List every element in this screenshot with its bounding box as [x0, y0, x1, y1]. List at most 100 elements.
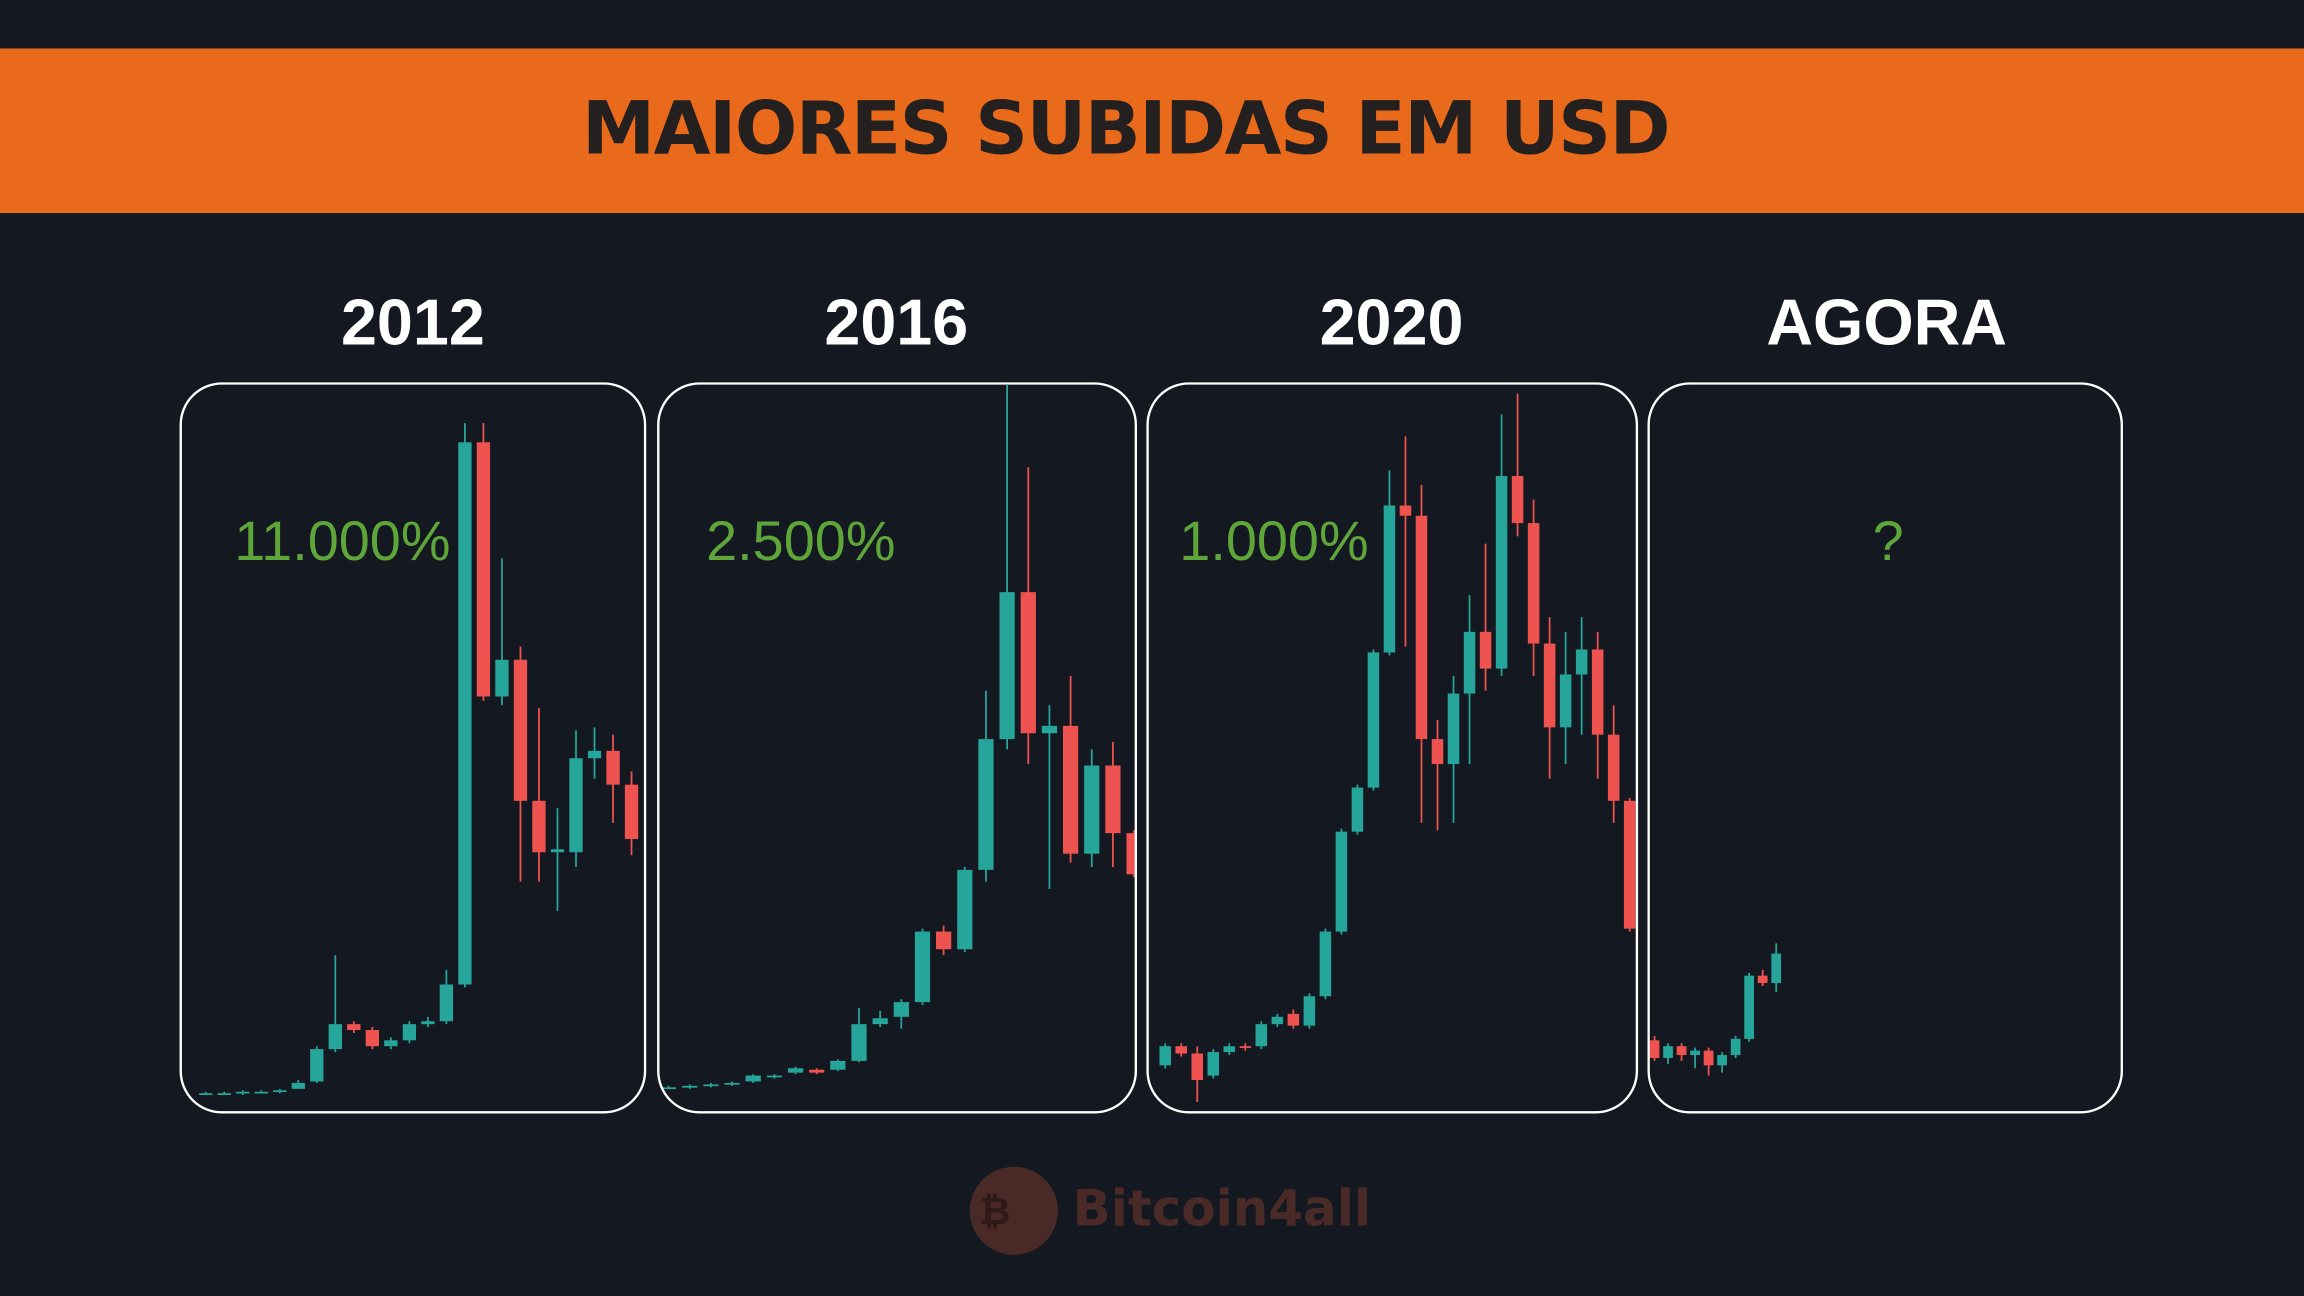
panel-title: AGORA [1766, 286, 2007, 359]
candle-body [273, 1090, 287, 1093]
candle-body [1575, 649, 1588, 675]
candle-body [978, 739, 994, 870]
candle-body [495, 659, 509, 697]
candle-body [476, 442, 491, 697]
candle-body [1126, 833, 1136, 875]
candle-body [1287, 1013, 1300, 1026]
candle-body [513, 659, 528, 801]
candle-body [1020, 592, 1036, 734]
candle-body [1495, 476, 1508, 669]
candle-body [703, 1084, 719, 1087]
candlestick-chart [1649, 943, 1782, 1076]
candle-body [217, 1093, 231, 1095]
candle-body [1690, 1050, 1700, 1056]
panel-title: 2012 [341, 286, 485, 359]
header-title: MAIORES SUBIDAS EM USD [582, 87, 1669, 172]
candle-body [1159, 1046, 1171, 1066]
candle-body [1479, 631, 1492, 669]
panel-title: 2020 [1320, 286, 1464, 359]
candle-body [550, 849, 565, 853]
annotation: ? [1873, 509, 1904, 572]
candle-body [1255, 1024, 1268, 1047]
candle-body [893, 1002, 909, 1017]
annotation: 1.000% [1179, 509, 1368, 572]
candle-body [1303, 996, 1316, 1026]
candle-body [624, 784, 639, 840]
candle-body [1527, 523, 1540, 644]
annotation: 2.500% [706, 509, 895, 572]
panel-title: 2016 [824, 286, 968, 359]
candle-body [766, 1075, 782, 1078]
candle-body [236, 1091, 250, 1094]
candle-body [1559, 674, 1572, 728]
candle-body [1041, 725, 1058, 734]
candle-body [1084, 765, 1100, 854]
candle-body [199, 1093, 213, 1095]
panel-frame [1146, 382, 1639, 1114]
candle-body [328, 1024, 342, 1050]
candle-body [830, 1060, 846, 1070]
candle-body [957, 869, 973, 950]
candle-body [587, 750, 602, 759]
candle-body [1175, 1046, 1188, 1054]
candle-body [1383, 505, 1396, 653]
candle-body [809, 1069, 825, 1073]
header-band [0, 48, 2304, 214]
candle-body [1239, 1046, 1252, 1048]
candle-body [1431, 739, 1444, 765]
candle-body [1757, 975, 1768, 984]
watermark-logo [969, 1166, 1058, 1255]
candle-body [851, 1024, 867, 1061]
watermark-logo-mark: ₿ [979, 1190, 1010, 1234]
candle-body [999, 592, 1015, 740]
candle-body [402, 1024, 417, 1041]
candle-body [1191, 1053, 1204, 1080]
annotation: 11.000% [234, 509, 450, 572]
candle-body [1543, 643, 1556, 728]
candle-body [936, 931, 952, 950]
candle-body [1591, 649, 1604, 735]
candle-body [724, 1082, 740, 1085]
candle-body [384, 1040, 398, 1047]
candle-body [1271, 1016, 1284, 1025]
candle-body [532, 800, 546, 853]
candle-body [365, 1030, 380, 1047]
watermark: ₿ Bitcoin4all [969, 1166, 1371, 1255]
candle-body [1351, 787, 1364, 832]
candle-body [1730, 1038, 1741, 1056]
candle-body [347, 1024, 361, 1031]
candlestick-chart [199, 423, 639, 1095]
candle-body [458, 442, 472, 985]
candle-body [872, 1018, 888, 1025]
candle-body [1207, 1052, 1220, 1076]
candle-body [569, 758, 583, 853]
candle-body [310, 1049, 324, 1082]
candlestick-chart [660, 384, 1136, 1090]
candle-body [1663, 1046, 1673, 1058]
candle-body [787, 1068, 804, 1073]
candle-body [1319, 931, 1332, 997]
candle-body [1223, 1046, 1236, 1053]
candle-body [660, 1087, 677, 1090]
candle-body [1062, 725, 1079, 854]
candle-body [1649, 1040, 1660, 1058]
panel-frame [179, 382, 647, 1114]
candle-body [1447, 693, 1460, 765]
candlestick-chart [1159, 393, 1636, 1103]
candle-body [1105, 765, 1121, 834]
panel-frame [1647, 382, 2123, 1114]
candle-body [1703, 1050, 1714, 1066]
candle-body [745, 1075, 761, 1082]
candle-body [1367, 652, 1380, 788]
candle-body [914, 931, 931, 1003]
candle-body [1415, 515, 1428, 740]
candle-body [1399, 505, 1412, 516]
panel-frame [657, 382, 1138, 1114]
candle-body [1744, 975, 1755, 1039]
candle-body [1623, 800, 1636, 929]
candle-body [1771, 953, 1782, 984]
candle-body [682, 1085, 698, 1088]
watermark-text: Bitcoin4all [1073, 1180, 1371, 1238]
candle-body [254, 1091, 268, 1094]
